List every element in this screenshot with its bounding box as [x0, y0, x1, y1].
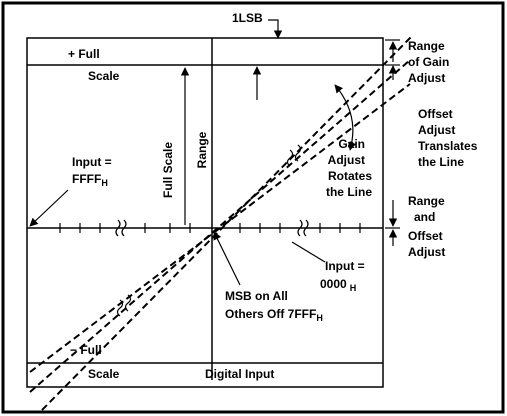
subscript: H [101, 178, 108, 188]
range-offset-label: and [414, 210, 435, 224]
lsb-label: 1LSB [232, 11, 263, 25]
line-breaks [116, 144, 302, 317]
input-ffff-label: FFFFH [72, 172, 108, 188]
range-offset-label: Range [408, 194, 445, 208]
x-axis-label: Digital Input [205, 367, 274, 381]
plot-box [26, 37, 384, 388]
gain-label: Gain [338, 137, 365, 151]
minus-full-label: Scale [88, 367, 120, 381]
x-ticks [59, 219, 361, 237]
msb-label: MSB on All [225, 289, 288, 303]
input-0000-label: 0000 H [320, 277, 356, 293]
plus-full-label: Scale [88, 69, 120, 83]
gain-range-label: Range [408, 39, 445, 53]
offset-label: Offset [418, 107, 453, 121]
minus-full-label: − Full [70, 343, 102, 357]
offset-label: Adjust [418, 123, 455, 137]
arrows [29, 19, 400, 286]
range-offset-label: Offset [408, 229, 443, 243]
range-offset-label: Adjust [408, 245, 445, 259]
text: FFFF [72, 172, 101, 186]
plus-full-label: + Full [68, 47, 100, 61]
gain-label: Rotates [328, 169, 372, 183]
full-scale-label: Range [195, 131, 209, 168]
offset-label: Translates [418, 139, 478, 153]
msb-label: Others Off 7FFFH [225, 307, 323, 323]
input-0000-label: Input = [325, 259, 365, 273]
subscript: H [350, 283, 357, 293]
input-ffff-label: Input = [72, 155, 112, 169]
full-scale-label: Full Scale [161, 142, 175, 198]
text: Others Off 7FFF [225, 307, 316, 321]
gain-label: Adjust [328, 153, 365, 167]
offset-label: the Line [418, 155, 464, 169]
gain-range-label: of Gain [408, 55, 449, 69]
gain-range-label: Adjust [408, 71, 445, 85]
gain-label: the Line [326, 185, 372, 199]
subscript: H [316, 313, 323, 323]
text: 0000 [320, 277, 347, 291]
